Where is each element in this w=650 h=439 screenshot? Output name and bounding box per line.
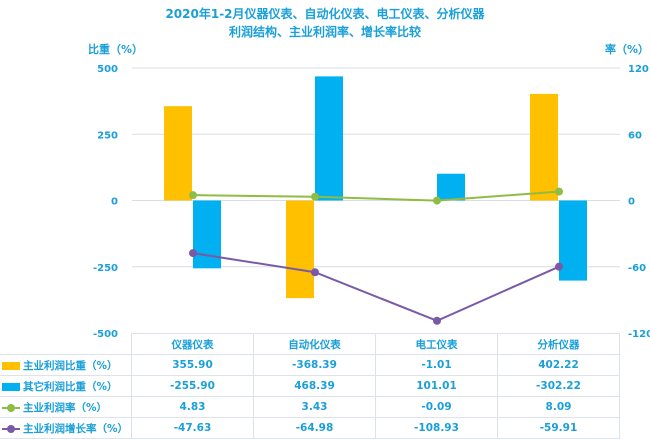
left-tick-label: 500 xyxy=(97,64,118,75)
bar xyxy=(315,76,343,201)
data-label: -1.01 xyxy=(375,354,498,376)
series-line xyxy=(192,252,560,322)
data-label: -255.90 xyxy=(131,375,254,397)
left-tick-label: 0 xyxy=(111,197,118,208)
legend-label: 主业利润比重（%） xyxy=(23,359,118,372)
bar xyxy=(559,200,587,281)
right-tick-label: -60 xyxy=(628,263,646,274)
data-point xyxy=(555,262,563,271)
left-tick-label: -500 xyxy=(93,329,118,340)
data-point xyxy=(311,192,319,201)
category-header: 自动化仪表 xyxy=(253,333,376,355)
bar xyxy=(437,173,465,201)
legend-entry: 主业利润增长率（%） xyxy=(0,417,132,439)
legend-label: 主业利润率（%） xyxy=(23,401,108,414)
right-tick-label: 60 xyxy=(628,130,642,141)
category-header: 电工仪表 xyxy=(375,333,498,355)
chart-title-line2: 利润结构、主业利润率、增长率比较 xyxy=(228,25,421,39)
legend-label: 主业利润增长率（%） xyxy=(23,422,129,435)
data-label: 468.39 xyxy=(253,375,376,397)
data-label: -59.91 xyxy=(497,417,620,439)
data-label: -368.39 xyxy=(253,354,376,376)
chart-title-line1: 2020年1-2月仪器仪表、自动化仪表、电工仪表、分析仪器 xyxy=(165,7,485,21)
data-point xyxy=(311,268,319,277)
data-label: 8.09 xyxy=(497,396,620,418)
table-row: 主业利润增长率（%） -47.63 -64.98 -108.93 -59.91 xyxy=(0,417,620,439)
data-label: 4.83 xyxy=(131,396,254,418)
table-row: 主业利润比重（%） 355.90 -368.39 -1.01 402.22 xyxy=(0,354,620,376)
legend-line-marker xyxy=(2,403,20,412)
legend-bar-swatch xyxy=(2,361,20,370)
right-tick-label: -120 xyxy=(628,329,650,340)
bar xyxy=(164,106,192,201)
legend-bar-swatch xyxy=(2,382,20,391)
table-row: 主业利润率（%） 4.83 3.43 -0.09 8.09 xyxy=(0,396,620,418)
data-label: -47.63 xyxy=(131,417,254,439)
right-tick-label: 0 xyxy=(628,197,635,208)
table-row: 其它利润比重（%） -255.90 468.39 101.01 -302.22 xyxy=(0,375,620,397)
data-label: 3.43 xyxy=(253,396,376,418)
data-label: -302.22 xyxy=(497,375,620,397)
data-label: -64.98 xyxy=(253,417,376,439)
data-point xyxy=(189,249,197,258)
left-tick-label: 250 xyxy=(97,130,118,141)
data-table: 仪器仪表 自动化仪表 电工仪表 分析仪器 主业利润比重（%） 355.90 -368.39-… xyxy=(0,333,620,439)
right-axis-label: 率（%） xyxy=(605,43,650,56)
left-tick-label: -250 xyxy=(93,263,118,274)
legend-entry: 主业利润比重（%） xyxy=(0,354,132,376)
legend-label: 其它利润比重（%） xyxy=(23,380,118,393)
bar xyxy=(193,200,221,269)
bar xyxy=(530,93,558,201)
data-label: 355.90 xyxy=(131,354,254,376)
legend-line-marker xyxy=(2,424,20,433)
series-line xyxy=(192,190,560,202)
data-point xyxy=(433,316,441,325)
data-point xyxy=(555,187,563,196)
legend-entry: 主业利润率（%） xyxy=(0,396,132,418)
chart-plot: 500 250 0 -250 -500 120 60 0 -60 -120 xyxy=(93,64,650,340)
data-point xyxy=(189,191,197,200)
data-label: 402.22 xyxy=(497,354,620,376)
bar xyxy=(286,200,314,299)
data-label: -108.93 xyxy=(375,417,498,439)
data-point xyxy=(433,196,441,205)
right-tick-label: 120 xyxy=(628,64,649,75)
legend-entry: 其它利润比重（%） xyxy=(0,375,132,397)
data-label: 101.01 xyxy=(375,375,498,397)
category-header: 分析仪器 xyxy=(497,333,620,355)
table-corner xyxy=(0,334,132,355)
left-axis-label: 比重（%） xyxy=(88,43,144,56)
category-header: 仪器仪表 xyxy=(131,333,254,355)
data-label: -0.09 xyxy=(375,396,498,418)
